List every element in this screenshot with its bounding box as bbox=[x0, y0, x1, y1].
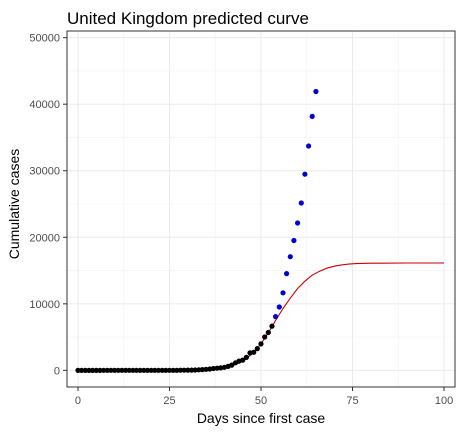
observed-point bbox=[170, 367, 176, 373]
predicted-point bbox=[306, 143, 312, 149]
predicted-point bbox=[302, 171, 308, 177]
observed-point bbox=[112, 367, 118, 373]
observed-point bbox=[181, 367, 187, 373]
observed-point bbox=[229, 362, 235, 368]
observed-point bbox=[119, 367, 125, 373]
observed-point bbox=[199, 367, 205, 373]
observed-point bbox=[243, 354, 249, 360]
observed-point bbox=[152, 367, 158, 373]
observed-point bbox=[104, 367, 110, 373]
x-axis: 0 25 50 75 100 bbox=[75, 387, 453, 407]
predicted-point bbox=[295, 220, 301, 226]
x-tick-label: 100 bbox=[435, 395, 453, 407]
predicted-point bbox=[313, 88, 319, 95]
observed-point bbox=[269, 323, 275, 329]
observed-point bbox=[174, 367, 180, 373]
observed-point bbox=[123, 367, 129, 373]
observed-point bbox=[177, 367, 184, 373]
x-tick-label: 75 bbox=[346, 395, 358, 407]
observed-point bbox=[126, 367, 132, 373]
observed-point bbox=[82, 367, 88, 373]
observed-point bbox=[185, 367, 191, 373]
observed-point bbox=[137, 367, 143, 373]
grid-lines bbox=[67, 31, 455, 387]
observed-point bbox=[251, 349, 257, 355]
observed-point bbox=[133, 367, 140, 373]
observed-point bbox=[155, 367, 162, 373]
observed-point bbox=[97, 367, 103, 373]
predicted-point bbox=[291, 237, 297, 244]
predicted-point bbox=[273, 314, 279, 320]
y-tick-label: 20000 bbox=[29, 232, 60, 244]
observed-point bbox=[258, 341, 264, 347]
y-axis: 0 10000 20000 30000 40000 50000 bbox=[29, 33, 67, 377]
observed-point bbox=[159, 367, 165, 373]
predicted-point bbox=[276, 304, 282, 310]
y-tick-label: 10000 bbox=[29, 299, 60, 311]
observed-point bbox=[90, 367, 96, 373]
predicted-point bbox=[280, 290, 286, 296]
observed-point bbox=[141, 367, 147, 373]
observed-point bbox=[79, 367, 85, 373]
observed-point bbox=[144, 367, 151, 373]
x-tick-label: 25 bbox=[163, 395, 175, 407]
observed-point bbox=[148, 367, 154, 373]
observed-point bbox=[254, 346, 260, 352]
predicted-point bbox=[284, 271, 290, 277]
plot-panel bbox=[66, 30, 456, 388]
chart-title: United Kingdom predicted curve bbox=[67, 9, 309, 28]
observed-point bbox=[262, 334, 268, 340]
observed-point bbox=[115, 367, 121, 373]
y-axis-title: Cumulative cases bbox=[6, 149, 22, 260]
y-tick-label: 40000 bbox=[29, 99, 60, 111]
observed-point bbox=[93, 367, 99, 373]
x-axis-title: Days since first case bbox=[197, 410, 326, 426]
y-tick-label: 50000 bbox=[29, 33, 60, 45]
x-tick-label: 50 bbox=[255, 395, 267, 407]
observed-point bbox=[101, 367, 107, 373]
observed-point bbox=[163, 367, 169, 373]
data-points-layer bbox=[75, 88, 319, 373]
y-tick-label: 30000 bbox=[29, 166, 60, 178]
predicted-point bbox=[309, 113, 315, 119]
predicted-point bbox=[287, 254, 293, 260]
observed-point bbox=[265, 329, 271, 336]
observed-point bbox=[108, 367, 114, 373]
observed-point bbox=[130, 367, 136, 373]
observed-point bbox=[240, 357, 246, 363]
y-tick-label: 0 bbox=[54, 365, 60, 377]
predicted-point bbox=[298, 200, 304, 206]
observed-point bbox=[166, 367, 173, 373]
observed-point bbox=[86, 367, 92, 373]
x-tick-label: 0 bbox=[75, 395, 81, 407]
observed-point bbox=[192, 367, 198, 373]
observed-point bbox=[210, 365, 216, 372]
observed-point bbox=[75, 367, 81, 373]
observed-point bbox=[203, 366, 209, 372]
